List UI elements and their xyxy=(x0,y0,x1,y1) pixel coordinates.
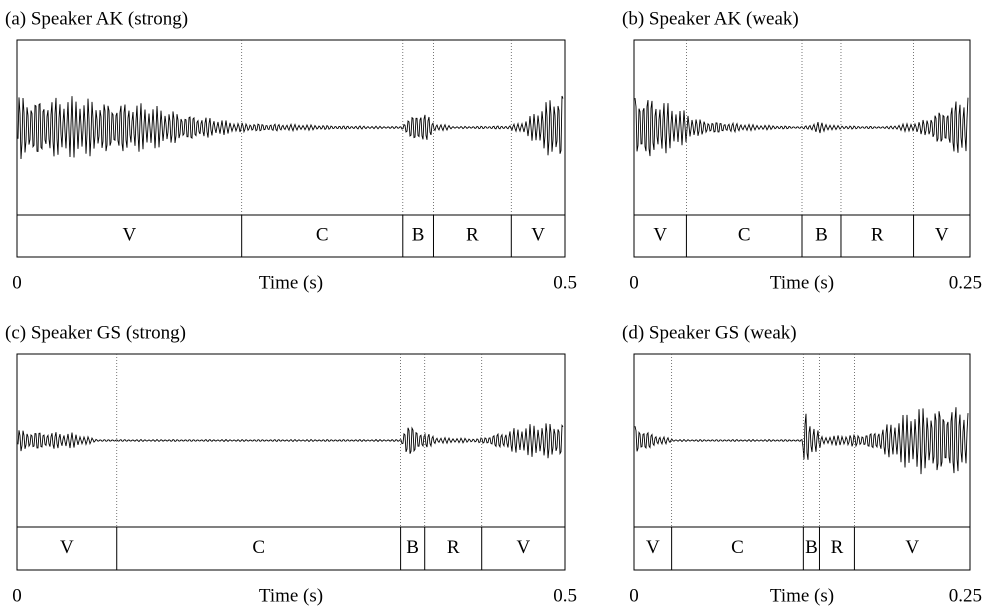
waveform xyxy=(17,423,564,459)
segment-label: C xyxy=(252,537,265,558)
x-tick-label: 0 xyxy=(629,585,639,606)
x-axis-label: Time (s) xyxy=(770,585,834,606)
x-axis-label: Time (s) xyxy=(259,585,323,606)
segment-label: B xyxy=(406,537,419,558)
x-tick-label: 0.5 xyxy=(553,585,577,606)
panel-title: (c) Speaker GS (strong) xyxy=(5,322,186,343)
waveform xyxy=(17,95,564,160)
segment-label: C xyxy=(738,224,751,245)
segment-label: V xyxy=(646,537,660,558)
segment-label: V xyxy=(653,224,667,245)
segment-label: V xyxy=(60,537,74,558)
segment-label: C xyxy=(731,537,744,558)
x-axis-label: Time (s) xyxy=(259,272,323,293)
segment-label: B xyxy=(815,224,828,245)
segment-label: R xyxy=(871,224,884,245)
waveform xyxy=(634,407,969,475)
x-axis-label: Time (s) xyxy=(770,272,834,293)
x-tick-label: 0 xyxy=(629,272,639,293)
segment-label: V xyxy=(935,224,949,245)
segment-label: B xyxy=(412,224,425,245)
segment-label: V xyxy=(531,224,545,245)
x-tick-label: 0.25 xyxy=(949,272,982,293)
segment-label: C xyxy=(316,224,329,245)
segment-label: R xyxy=(831,537,844,558)
x-tick-label: 0.5 xyxy=(553,272,577,293)
panel-frame xyxy=(633,353,971,571)
waveform xyxy=(634,97,969,157)
segment-label: R xyxy=(466,224,479,245)
x-tick-label: 0 xyxy=(12,272,22,293)
segment-label: B xyxy=(805,537,818,558)
panel-title: (b) Speaker AK (weak) xyxy=(622,8,799,29)
segment-label: V xyxy=(516,537,530,558)
x-tick-label: 0.25 xyxy=(949,585,982,606)
segment-label: R xyxy=(447,537,460,558)
panel-frame xyxy=(16,353,566,571)
panel-title: (a) Speaker AK (strong) xyxy=(5,8,188,29)
segment-label: V xyxy=(122,224,136,245)
panel-title: (d) Speaker GS (weak) xyxy=(622,322,797,343)
panel-frame xyxy=(16,39,566,258)
x-tick-label: 0 xyxy=(12,585,22,606)
segment-label: V xyxy=(905,537,919,558)
